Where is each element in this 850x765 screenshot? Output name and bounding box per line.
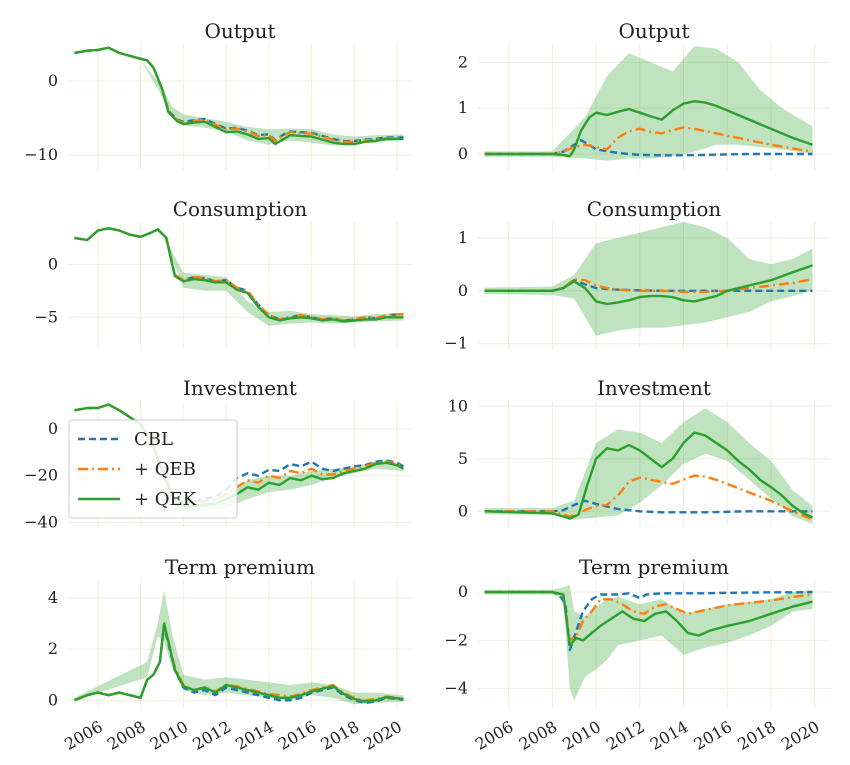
y-tick-label: 0	[458, 582, 468, 601]
series-line-cbl	[484, 279, 813, 292]
x-tick-label: 2008	[104, 717, 149, 754]
y-tick-label: −40	[24, 512, 58, 531]
series-line-qek	[73, 622, 404, 703]
series-line-qek	[74, 46, 404, 146]
y-tick-label: 0	[48, 71, 58, 90]
x-tick-label: 2008	[516, 717, 561, 754]
y-tick-label: −10	[24, 145, 58, 164]
y-tick-label: 4	[48, 588, 58, 607]
y-tick-label: −5	[34, 307, 58, 326]
y-tick-label: 10	[448, 396, 468, 415]
series-line-qek	[74, 403, 405, 508]
panel-5: 0 −20 −40 Investment	[24, 376, 412, 531]
y-tick-label: 0	[458, 501, 468, 520]
x-tick-label: 2010	[147, 717, 192, 754]
y-tick-label: 0	[48, 690, 58, 709]
y-tick-label: 0	[48, 254, 58, 273]
x-tick-label: 2018	[734, 717, 779, 754]
series-line-qek	[484, 100, 813, 158]
y-tick-label: 0	[48, 419, 58, 438]
series-line-qeb	[484, 474, 813, 521]
series-line-qek	[484, 431, 814, 520]
panel-title: Investment	[597, 376, 711, 400]
y-tick-label: 0	[458, 144, 468, 163]
x-tick-label: 2012	[603, 717, 648, 754]
uncertainty-band	[484, 46, 813, 161]
uncertainty-band	[74, 410, 404, 511]
x-tick-label: 2006	[472, 717, 517, 754]
x-tick-label: 2010	[559, 717, 604, 754]
series-line-qek	[74, 227, 404, 323]
panel-title: Term premium	[579, 555, 729, 579]
y-tick-label: −2	[444, 630, 468, 649]
legend-box	[68, 419, 238, 519]
uncertainty-band	[484, 222, 813, 336]
series-line-qeb	[484, 277, 813, 294]
x-tick-label: 2016	[690, 717, 735, 754]
y-tick-label: 1	[458, 98, 468, 117]
y-tick-label: −1	[444, 334, 468, 353]
y-tick-label: 0	[458, 281, 468, 300]
panel-title: Investment	[183, 376, 297, 400]
x-tick-label: 2020	[360, 717, 405, 754]
x-tick-label: 2006	[61, 717, 106, 754]
x-tick-label: 2018	[318, 717, 363, 754]
uncertainty-band	[74, 51, 404, 146]
panel-title: Consumption	[173, 197, 308, 221]
x-tick-label: 2014	[647, 717, 692, 754]
uncertainty-band	[74, 590, 404, 705]
legend-label: + QEB	[134, 459, 196, 480]
series-line-cbl	[484, 138, 813, 157]
panel-title: Consumption	[587, 197, 722, 221]
y-tick-label: 5	[458, 449, 468, 468]
panel-2: 0 1 2 Output	[458, 19, 830, 170]
panel-title: Output	[204, 19, 275, 43]
y-tick-label: −4	[444, 679, 468, 698]
panel-title: Term premium	[165, 555, 315, 579]
panel-3: 0 −5 Consumption	[34, 197, 412, 349]
panel-title: Output	[618, 19, 689, 43]
panel-4: 1 0 −1 Consumption	[444, 197, 830, 353]
series-line-qeb	[484, 590, 813, 642]
x-tick-label: 2014	[232, 717, 277, 754]
legend-label: CBL	[134, 429, 173, 450]
legend: CBL + QEB + QEK	[68, 419, 238, 519]
x-tick-label: 2012	[189, 717, 234, 754]
series-line-qek	[484, 590, 813, 647]
y-tick-label: 2	[458, 52, 468, 71]
y-tick-label: −20	[24, 466, 58, 485]
y-tick-label: 1	[458, 228, 468, 247]
series-line-cbl	[74, 403, 405, 505]
uncertainty-band	[74, 232, 404, 326]
series-line-cbl	[484, 499, 813, 514]
series-line-qeb	[484, 126, 813, 156]
x-tick-label: 2016	[275, 717, 320, 754]
y-tick-label: 2	[48, 639, 58, 658]
legend-label: + QEK	[134, 489, 197, 510]
panel-6: 10 5 0 Investment	[448, 376, 830, 527]
uncertainty-band	[484, 408, 813, 524]
series-line-qek	[484, 264, 813, 306]
x-tick-label: 2020	[778, 717, 823, 754]
panel-1: 0 −10 Output	[24, 19, 412, 170]
